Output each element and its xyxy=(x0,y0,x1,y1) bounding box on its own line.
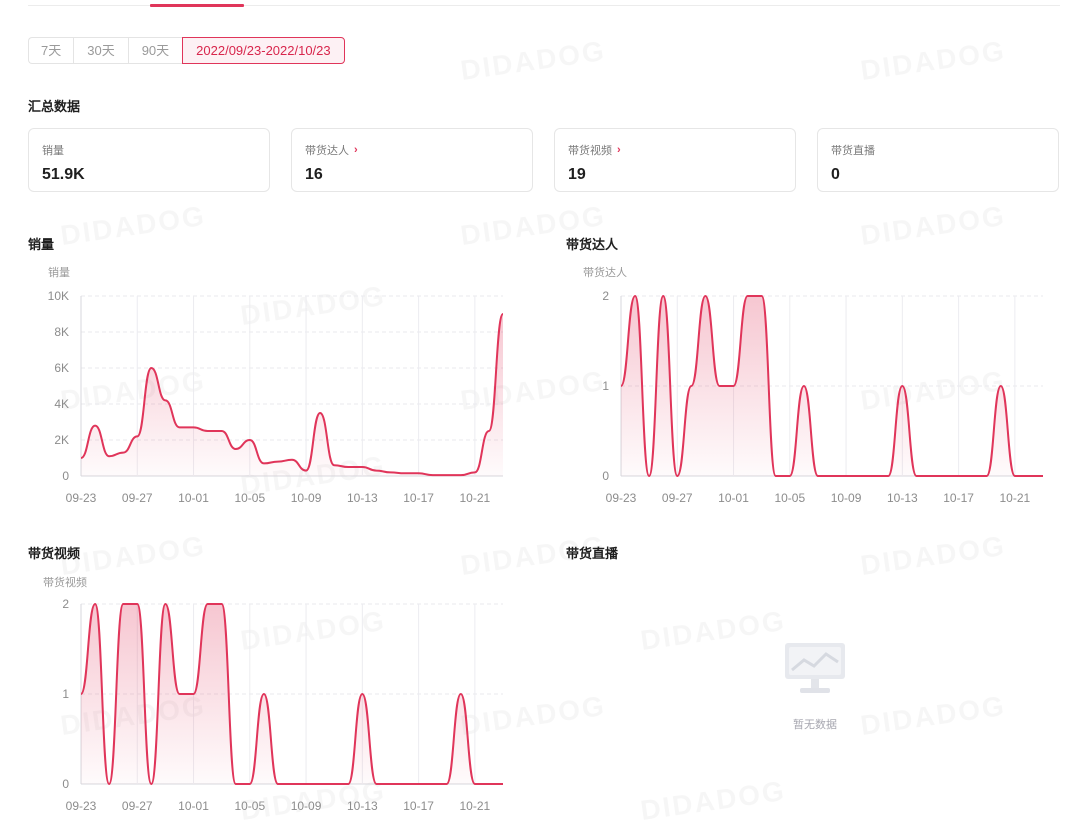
y-tick-label: 10K xyxy=(48,289,69,303)
x-tick-label: 10-05 xyxy=(774,491,805,505)
card-value: 0 xyxy=(831,166,840,183)
card-label: 带货达人 xyxy=(305,145,349,157)
videos-chart: 带货视频 2 1 0 09-23 09-27 10-01 10-05 10-09 10-13 10-… xyxy=(43,575,504,813)
x-tick-label: 09-27 xyxy=(122,799,153,813)
x-tick-label: 10-13 xyxy=(887,491,918,505)
watermark: DIDADOG xyxy=(858,530,1007,582)
summary-card-livestreams: 带货直播 0 xyxy=(817,128,1059,192)
card-value: 16 xyxy=(305,166,323,183)
custom-date-range-button[interactable]: 2022/09/23-2022/10/23 xyxy=(182,37,345,64)
x-tick-label: 10-01 xyxy=(178,799,209,813)
range-30-days-button[interactable]: 30天 xyxy=(73,37,128,64)
card-value: 51.9K xyxy=(42,166,85,183)
x-tick-label: 10-17 xyxy=(943,491,974,505)
influencers-chart: 带货达人 2 1 0 09-23 09-27 10-01 10-05 10-09 10-13 10-… xyxy=(583,265,1044,505)
y-tick-label: 8K xyxy=(54,325,69,339)
range-7-days-button[interactable]: 7天 xyxy=(28,37,74,64)
livestreams-chart-title: 带货直播 xyxy=(566,546,619,561)
videos-chart-title: 带货视频 xyxy=(28,546,81,561)
series-line xyxy=(620,294,1043,478)
x-tick-label: 10-13 xyxy=(347,491,378,505)
watermark: DIDADOG xyxy=(858,35,1007,87)
x-tick-label: 10-13 xyxy=(347,799,378,813)
x-tick-label: 10-01 xyxy=(718,491,749,505)
x-tick-label: 10-09 xyxy=(831,491,862,505)
watermark: DIDADOG xyxy=(58,200,207,252)
influencers-chart-title: 带货达人 xyxy=(566,237,619,252)
watermark: DIDADOG xyxy=(458,35,607,87)
x-tick-label: 10-21 xyxy=(460,799,491,813)
y-tick-label: 0 xyxy=(62,469,69,483)
y-axis-label: 带货视频 xyxy=(43,575,87,589)
series-line xyxy=(80,313,504,477)
series-area xyxy=(81,604,503,784)
watermark: DIDADOG xyxy=(858,690,1007,742)
chevron-right-icon[interactable]: › xyxy=(617,144,621,156)
x-tick-label: 10-09 xyxy=(291,799,322,813)
summary-card-sales: 销量 51.9K xyxy=(28,128,270,192)
y-tick-label: 2K xyxy=(54,433,69,447)
series-area xyxy=(81,314,503,476)
x-tick-label: 10-01 xyxy=(178,491,209,505)
watermark: DIDADOG xyxy=(638,605,787,657)
sales-chart: 销量 10K 8K 6K 4K 2K 0 09-23 09-27 10-01 10-05 10-09 1… xyxy=(48,265,504,505)
y-tick-label: 1 xyxy=(602,379,609,393)
empty-state-text: 暂无数据 xyxy=(793,719,837,731)
series-area xyxy=(621,296,1043,476)
x-tick-label: 09-27 xyxy=(122,491,153,505)
card-label: 带货视频 xyxy=(568,145,612,157)
empty-state xyxy=(780,640,850,705)
y-axis-label: 带货达人 xyxy=(583,265,627,279)
active-tab-indicator xyxy=(150,4,244,7)
series-line xyxy=(80,602,503,786)
x-tick-label: 09-23 xyxy=(66,799,97,813)
y-tick-label: 6K xyxy=(54,361,69,375)
date-range-selector: 7天 30天 90天 2022/09/23-2022/10/23 xyxy=(28,37,345,64)
watermark: DIDADOG xyxy=(638,775,787,827)
tab-bar-divider xyxy=(28,5,1060,6)
card-label: 带货直播 xyxy=(831,145,875,157)
watermark: DIDADOG xyxy=(858,200,1007,252)
x-tick-label: 10-09 xyxy=(291,491,322,505)
y-tick-label: 1 xyxy=(62,687,69,701)
card-label: 销量 xyxy=(42,145,64,157)
x-tick-label: 10-21 xyxy=(1000,491,1031,505)
x-tick-label: 09-23 xyxy=(66,491,97,505)
y-axis-label: 销量 xyxy=(48,265,70,279)
empty-monitor-icon xyxy=(785,643,845,693)
card-value: 19 xyxy=(568,166,586,183)
y-tick-label: 0 xyxy=(62,777,69,791)
y-tick-label: 4K xyxy=(54,397,69,411)
x-tick-label: 10-17 xyxy=(403,799,434,813)
x-tick-label: 10-21 xyxy=(460,491,491,505)
x-tick-label: 09-27 xyxy=(662,491,693,505)
x-tick-label: 09-23 xyxy=(606,491,637,505)
x-tick-label: 10-05 xyxy=(234,799,265,813)
x-tick-label: 10-17 xyxy=(403,491,434,505)
chevron-right-icon[interactable]: › xyxy=(354,144,358,156)
summary-card-influencers[interactable]: 带货达人 › 16 xyxy=(291,128,533,192)
y-tick-label: 0 xyxy=(602,469,609,483)
summary-card-videos[interactable]: 带货视频 › 19 xyxy=(554,128,796,192)
y-tick-label: 2 xyxy=(62,597,69,611)
summary-title: 汇总数据 xyxy=(28,99,81,114)
sales-chart-title: 销量 xyxy=(28,237,55,252)
x-tick-label: 10-05 xyxy=(234,491,265,505)
range-90-days-button[interactable]: 90天 xyxy=(127,37,183,64)
y-tick-label: 2 xyxy=(602,289,609,303)
